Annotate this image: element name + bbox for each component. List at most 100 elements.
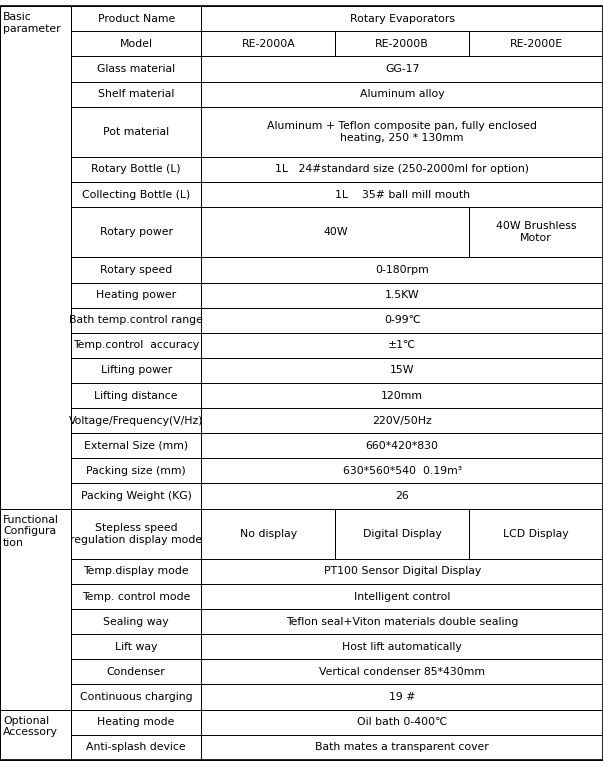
Bar	[71, 106, 201, 157]
Text: Rotary Bottle (L): Rotary Bottle (L)	[91, 165, 181, 175]
Text: 19 #: 19 #	[389, 692, 415, 702]
Text: Pot material: Pot material	[103, 126, 169, 137]
Text: Lifting distance: Lifting distance	[95, 391, 178, 401]
Text: Aluminum + Teflon composite pan, fully enclosed
heating, 250 * 130mm: Aluminum + Teflon composite pan, fully e…	[267, 121, 537, 142]
Text: Rotary power: Rotary power	[99, 228, 172, 237]
Text: Glass material: Glass material	[97, 64, 175, 74]
Text: Collecting Bottle (L): Collecting Bottle (L)	[82, 189, 191, 200]
Text: Oil bath 0-400℃: Oil bath 0-400℃	[357, 717, 447, 727]
Text: 630*560*540  0.19m³: 630*560*540 0.19m³	[343, 466, 462, 476]
Bar	[0, 509, 71, 709]
Bar	[469, 509, 603, 559]
Text: Rotary speed: Rotary speed	[100, 265, 172, 275]
Text: PT100 Sensor Digital Display: PT100 Sensor Digital Display	[324, 566, 481, 577]
Bar	[201, 660, 603, 685]
Text: ±1℃: ±1℃	[388, 340, 416, 350]
Bar	[201, 483, 603, 509]
Text: GG-17: GG-17	[385, 64, 420, 74]
Bar	[0, 6, 71, 509]
Text: Temp.control  accuracy: Temp.control accuracy	[73, 340, 199, 350]
Text: Product Name: Product Name	[98, 14, 175, 24]
Bar	[201, 709, 603, 735]
Bar	[201, 509, 335, 559]
Text: RE-2000A: RE-2000A	[241, 39, 295, 49]
Text: No display: No display	[240, 529, 297, 538]
Bar	[201, 584, 603, 609]
Text: Functional
Configura
tion: Functional Configura tion	[3, 515, 59, 548]
Bar	[201, 57, 603, 81]
Bar	[201, 634, 603, 660]
Bar	[469, 31, 603, 57]
Bar	[71, 458, 201, 483]
Bar	[71, 584, 201, 609]
Bar	[71, 358, 201, 383]
Bar	[469, 207, 603, 257]
Text: Teflon seal+Viton materials double sealing: Teflon seal+Viton materials double seali…	[286, 617, 519, 627]
Bar	[71, 434, 201, 458]
Bar	[201, 257, 603, 283]
Bar	[71, 660, 201, 685]
Text: 1L    35# ball mill mouth: 1L 35# ball mill mouth	[335, 189, 470, 200]
Bar	[71, 257, 201, 283]
Text: Model: Model	[119, 39, 153, 49]
Text: 220V/50Hz: 220V/50Hz	[372, 416, 432, 426]
Text: 120mm: 120mm	[381, 391, 423, 401]
Bar	[201, 383, 603, 408]
Text: 26: 26	[396, 491, 409, 501]
Bar	[201, 6, 603, 31]
Bar	[71, 709, 201, 735]
Bar	[71, 31, 201, 57]
Bar	[71, 383, 201, 408]
Text: Bath temp.control range: Bath temp.control range	[69, 315, 203, 326]
Text: Basic
parameter: Basic parameter	[3, 12, 61, 34]
Text: Lifting power: Lifting power	[101, 365, 172, 375]
Text: 1L   24#standard size (250-2000ml for option): 1L 24#standard size (250-2000ml for opti…	[275, 165, 529, 175]
Bar	[201, 609, 603, 634]
Bar	[71, 559, 201, 584]
Text: Heating mode: Heating mode	[98, 717, 175, 727]
Text: Lift way: Lift way	[115, 642, 157, 652]
Bar	[335, 509, 469, 559]
Bar	[71, 685, 201, 709]
Text: Digital Display: Digital Display	[363, 529, 441, 538]
Bar	[335, 31, 469, 57]
Text: 40W Brushless
Motor: 40W Brushless Motor	[496, 221, 576, 243]
Text: LCD Display: LCD Display	[504, 529, 569, 538]
Bar	[71, 57, 201, 81]
Bar	[71, 634, 201, 660]
Bar	[201, 308, 603, 332]
Bar	[71, 408, 201, 434]
Text: Aluminum alloy: Aluminum alloy	[360, 89, 444, 99]
Text: Voltage/Frequency(V/Hz): Voltage/Frequency(V/Hz)	[69, 416, 203, 426]
Bar	[201, 106, 603, 157]
Text: External Size (mm): External Size (mm)	[84, 440, 188, 451]
Bar	[71, 207, 201, 257]
Bar	[71, 6, 201, 31]
Text: Temp. control mode: Temp. control mode	[82, 591, 191, 601]
Bar	[201, 81, 603, 106]
Text: Host lift automatically: Host lift automatically	[343, 642, 462, 652]
Text: Optional
Accessory: Optional Accessory	[3, 715, 58, 738]
Text: Stepless speed
regulation display mode: Stepless speed regulation display mode	[70, 523, 202, 545]
Bar	[201, 458, 603, 483]
Text: Shelf material: Shelf material	[98, 89, 174, 99]
Bar	[71, 283, 201, 308]
Text: Intelligent control: Intelligent control	[354, 591, 450, 601]
Bar	[201, 735, 603, 760]
Text: Condenser: Condenser	[107, 667, 165, 677]
Text: RE-2000E: RE-2000E	[510, 39, 563, 49]
Bar	[71, 509, 201, 559]
Bar	[71, 735, 201, 760]
Bar	[71, 157, 201, 182]
Bar	[201, 283, 603, 308]
Text: Continuous charging: Continuous charging	[80, 692, 192, 702]
Text: 15W: 15W	[390, 365, 414, 375]
Text: Rotary Evaporators: Rotary Evaporators	[350, 14, 455, 24]
Bar	[71, 609, 201, 634]
Bar	[201, 157, 603, 182]
Text: Temp.display mode: Temp.display mode	[83, 566, 189, 577]
Text: RE-2000B: RE-2000B	[375, 39, 429, 49]
Bar	[71, 332, 201, 358]
Bar	[201, 358, 603, 383]
Bar	[201, 685, 603, 709]
